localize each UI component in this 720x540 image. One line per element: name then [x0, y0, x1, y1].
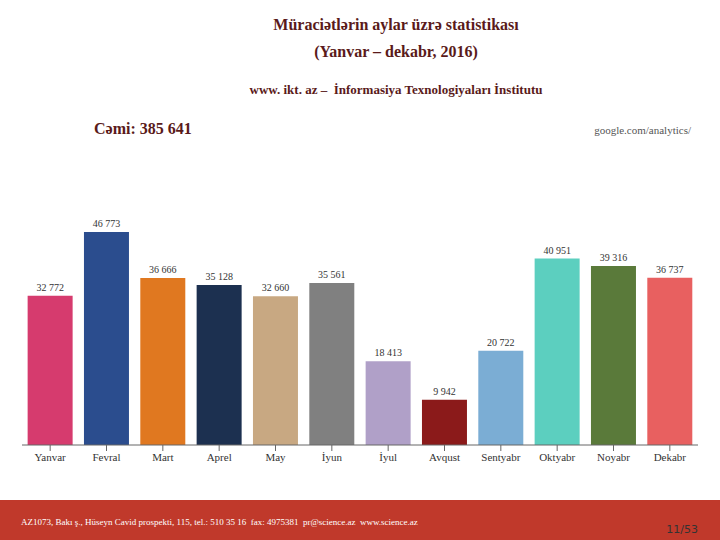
svg-text:Mart: Mart: [152, 451, 173, 463]
html-text:Müraciətlərin aylar üzrə stati: Müraciətlərin aylar üzrə statistikası: [273, 16, 519, 33]
svg-text:Dekabr: Dekabr: [654, 451, 687, 463]
svg-text:35 128: 35 128: [205, 271, 233, 282]
svg-text:32 660: 32 660: [262, 282, 290, 293]
html-text:11/53: 11/53: [666, 523, 698, 536]
svg-text:İyun: İyun: [322, 451, 343, 463]
svg-text:35 561: 35 561: [318, 269, 346, 280]
svg-text:40 951: 40 951: [543, 245, 571, 256]
svg-text:39 316: 39 316: [600, 252, 628, 263]
svg-text:36 737: 36 737: [656, 264, 684, 275]
svg-text:46 773: 46 773: [93, 218, 121, 229]
svg-text:Avqust: Avqust: [429, 451, 460, 463]
html-text:google.com/analytics/: google.com/analytics/: [594, 124, 691, 136]
svg-text:Sentyabr: Sentyabr: [481, 451, 520, 463]
html-text:AZ1073, Bakı ş., Hüseyn Cavid: AZ1073, Bakı ş., Hüseyn Cavid prospekti,…: [21, 517, 418, 527]
svg-text:9 942: 9 942: [433, 386, 456, 397]
html-text:(Yanvar – dekabr, 2016): (Yanvar – dekabr, 2016): [314, 43, 478, 60]
svg-text:Noyabr: Noyabr: [597, 451, 630, 463]
svg-text:Yanvar: Yanvar: [35, 451, 67, 463]
svg-text:İyul: İyul: [379, 451, 397, 463]
svg-text:18 413: 18 413: [374, 347, 402, 358]
html-text:Cəmi: 385 641: Cəmi: 385 641: [94, 120, 192, 137]
html-text:www. ikt. az – İnformasiya Tex: www. ikt. az – İnformasiya Texnologiyala…: [249, 82, 543, 97]
svg-text:Aprel: Aprel: [207, 451, 232, 463]
svg-text:32 772: 32 772: [36, 282, 64, 293]
svg-text:36 666: 36 666: [149, 264, 177, 275]
svg-text:20 722: 20 722: [487, 337, 515, 348]
svg-text:May: May: [265, 451, 286, 463]
svg-text:Fevral: Fevral: [92, 451, 120, 463]
svg-text:Oktyabr: Oktyabr: [539, 451, 575, 463]
